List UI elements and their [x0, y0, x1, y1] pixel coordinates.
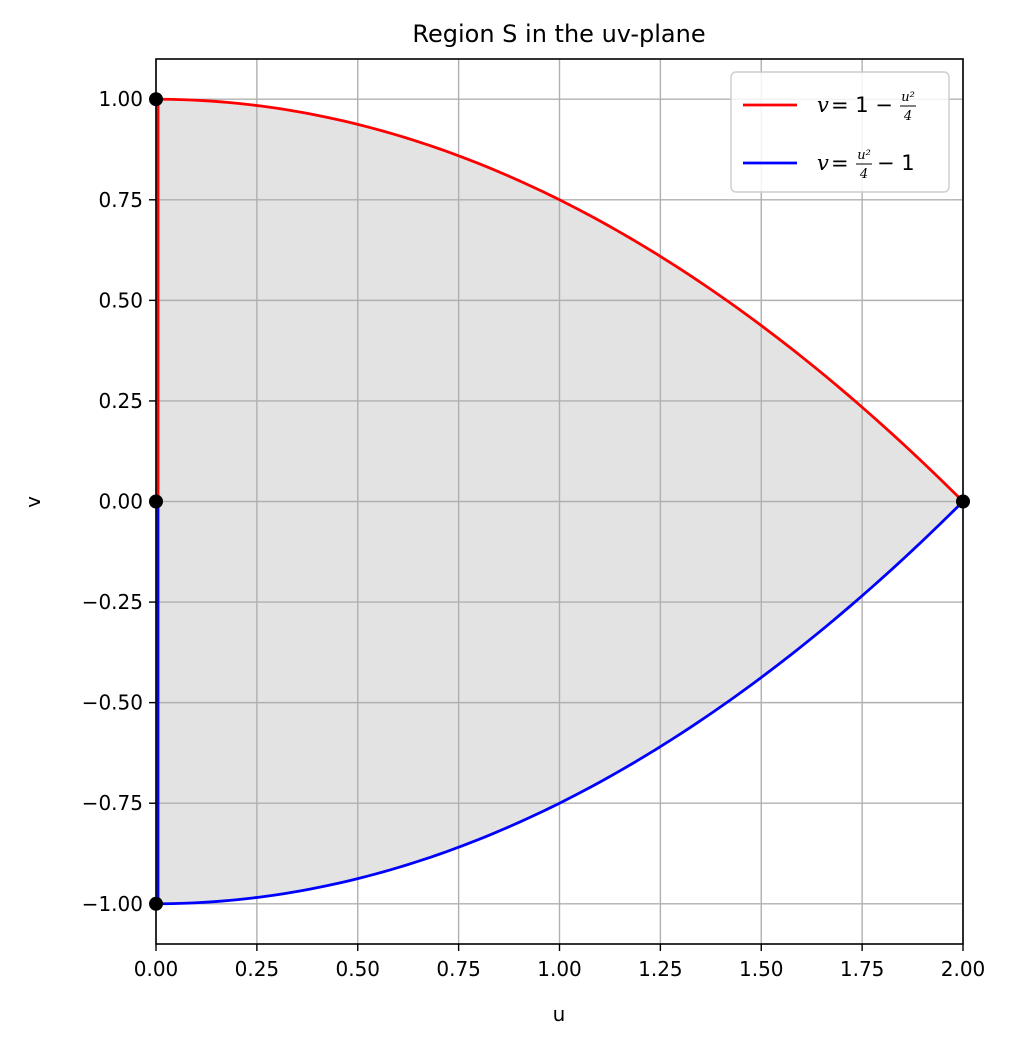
x-tick-label-1: 0.25 [235, 957, 280, 981]
legend-label-eq-0: = 1 − [831, 93, 893, 117]
legend-label-rhs-1: − 1 [877, 151, 915, 175]
y-tick-label-5: 0.25 [98, 389, 143, 413]
x-tick-label-5: 1.25 [638, 957, 683, 981]
x-tick-label-6: 1.50 [739, 957, 784, 981]
legend-label-frac-den-0: 4 [903, 109, 912, 124]
x-tick-label-8: 2.00 [941, 957, 986, 981]
y-tick-label-7: 0.75 [98, 188, 143, 212]
x-tick-label-7: 1.75 [840, 957, 885, 981]
y-tick-label-0: −1.00 [82, 892, 143, 916]
x-tick-label-4: 1.00 [537, 957, 582, 981]
y-tick-label-1: −0.75 [82, 791, 143, 815]
legend-label-var-0: v [817, 93, 829, 117]
y-tick-label-8: 1.00 [98, 87, 143, 111]
y-axis-label: v [21, 496, 45, 508]
y-tick-label-4: 0.00 [98, 490, 143, 514]
legend-label-frac-num-0: u² [901, 90, 915, 105]
y-tick-label-6: 0.50 [98, 288, 143, 312]
legend-label-var-1: v [817, 151, 829, 175]
x-axis-label: u [553, 1002, 566, 1026]
legend-label-frac-den-1: 4 [859, 167, 868, 182]
plot-area: 0.00 0.25 0.50 0.75 1.00 1.25 1.50 1.75 2.00 −1.0… [82, 58, 986, 981]
y-tick-label-3: −0.25 [82, 590, 143, 614]
series-line-lower-curve [155, 500, 964, 906]
x-tick-label-2: 0.50 [335, 957, 380, 981]
chart-title: Region S in the uv-plane [412, 20, 705, 48]
y-tick-label-2: −0.50 [82, 691, 143, 715]
legend-label-eq-1: = [831, 151, 849, 175]
series-line-upper-curve [155, 97, 964, 503]
x-tick-label-0: 0.00 [134, 957, 179, 981]
legend-label-frac-num-1: u² [857, 148, 871, 163]
x-tick-label-3: 0.75 [436, 957, 481, 981]
